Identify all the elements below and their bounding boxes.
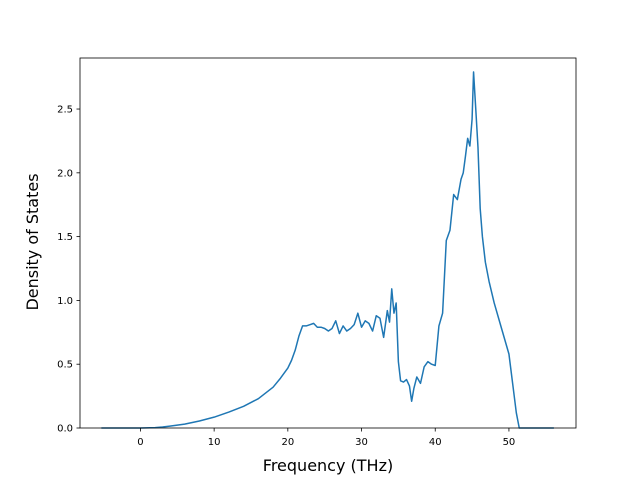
y-tick-label: 1.0 bbox=[57, 296, 73, 307]
y-tick-label: 0.5 bbox=[57, 360, 73, 371]
x-tick-label: 0 bbox=[137, 437, 143, 448]
dos-series-line-0 bbox=[101, 71, 554, 429]
axes: 0 10 20 30 40 50 0.0 0.5 1.0 1.5 2.0 2.5 bbox=[57, 57, 577, 448]
y-tick-label: 2.0 bbox=[57, 168, 73, 179]
x-tick-label: 40 bbox=[429, 437, 442, 448]
x-axis-label: Frequency (THz) bbox=[263, 456, 393, 475]
y-axis-label: Density of States bbox=[23, 173, 42, 310]
x-tick-label: 30 bbox=[355, 437, 368, 448]
axes-frame bbox=[79, 57, 577, 429]
x-tick-label: 50 bbox=[503, 437, 516, 448]
y-tick-label: 1.5 bbox=[57, 232, 73, 243]
x-tick-label: 10 bbox=[208, 437, 221, 448]
y-tick-label: 0.0 bbox=[57, 424, 73, 435]
y-tick-label: 2.5 bbox=[57, 105, 73, 116]
x-tick-label: 20 bbox=[281, 437, 294, 448]
plot-area bbox=[101, 71, 554, 429]
